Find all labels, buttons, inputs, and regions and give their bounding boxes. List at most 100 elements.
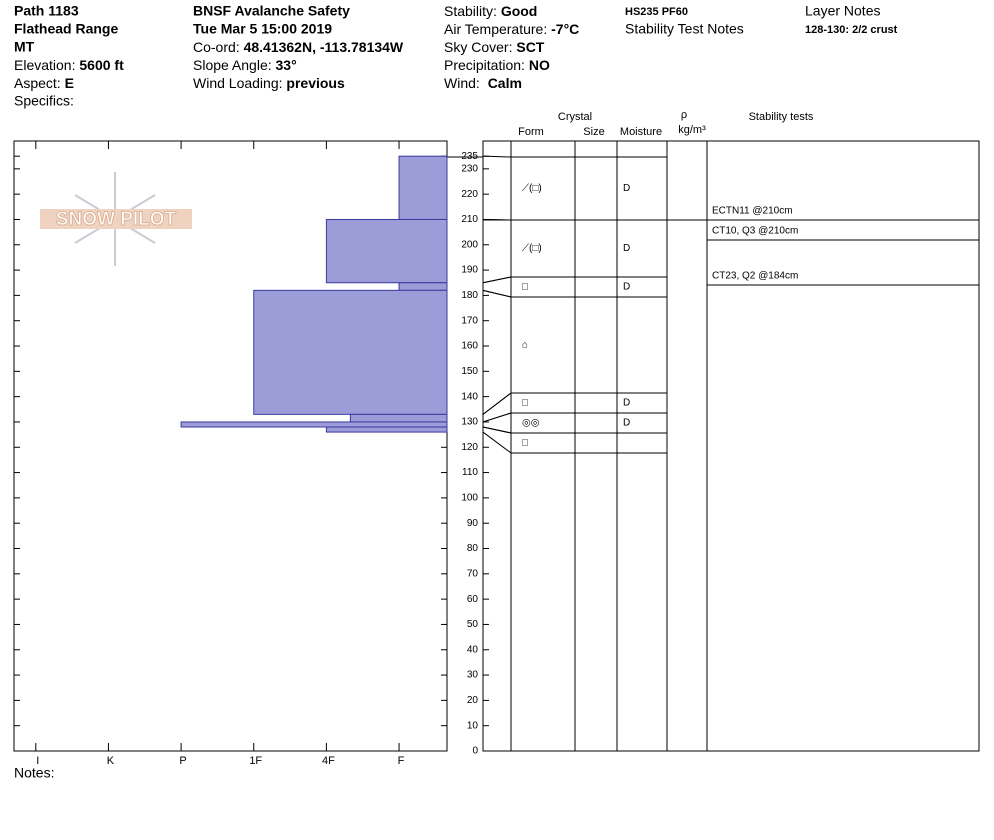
hardness-bar bbox=[398, 155, 448, 220]
value: SCT bbox=[516, 39, 544, 55]
moisture-header: Moisture bbox=[620, 126, 662, 138]
y-tick-label: 70 bbox=[467, 568, 479, 579]
stability: Stability: Good bbox=[444, 3, 537, 19]
value: 33° bbox=[276, 57, 297, 73]
grain-form: □ bbox=[522, 398, 528, 409]
y-tick-label: 170 bbox=[461, 315, 478, 326]
stability-notes-label: Stability Test Notes bbox=[625, 21, 744, 37]
wind: Wind: Calm bbox=[444, 75, 522, 91]
form-header: Form bbox=[518, 126, 544, 138]
moisture: D bbox=[623, 282, 630, 293]
label: Stability: bbox=[444, 3, 497, 19]
state: MT bbox=[14, 39, 35, 55]
grain-form: ⟋(□) bbox=[522, 243, 542, 254]
precip: Precipitation: NO bbox=[444, 57, 550, 73]
y-tick-label: 220 bbox=[461, 189, 478, 200]
elevation: Elevation: 5600 ft bbox=[14, 57, 124, 73]
grain-form: ⟋(□) bbox=[522, 183, 542, 194]
hardness-frame bbox=[13, 140, 448, 752]
logo bbox=[40, 172, 192, 266]
y-tick-label: 120 bbox=[461, 442, 478, 453]
slope: Slope Angle: 33° bbox=[193, 57, 297, 73]
y-tick-label: 130 bbox=[461, 417, 478, 428]
label: Air Temperature: bbox=[444, 21, 547, 37]
sky: Sky Cover: SCT bbox=[444, 39, 545, 55]
grain-form: ⌂ bbox=[522, 340, 528, 351]
y-tick-label: 0 bbox=[472, 746, 478, 757]
value: 48.41362N, -113.78134W bbox=[244, 39, 404, 55]
grain-form: □ bbox=[522, 282, 528, 293]
x-tick-label: F bbox=[398, 755, 405, 767]
y-tick-label: 160 bbox=[461, 341, 478, 352]
connector bbox=[482, 276, 667, 284]
value: -7°C bbox=[551, 21, 579, 37]
value: previous bbox=[286, 75, 345, 91]
label: Elevation: bbox=[14, 57, 75, 73]
label: Precipitation: bbox=[444, 57, 525, 73]
y-tick-label: 180 bbox=[461, 290, 478, 301]
stability-test: CT10, Q3 @210cm bbox=[712, 226, 798, 237]
y-tick-label: 90 bbox=[467, 518, 479, 529]
x-tick-label: K bbox=[107, 755, 115, 767]
connector bbox=[482, 412, 667, 423]
y-tick-label: 20 bbox=[467, 695, 479, 706]
y-tick-label: 80 bbox=[467, 543, 479, 554]
moisture: D bbox=[623, 418, 630, 429]
connector bbox=[482, 289, 667, 298]
grain-form: □ bbox=[522, 438, 528, 449]
y-tick-label: 40 bbox=[467, 644, 479, 655]
y-tick-label: 110 bbox=[462, 467, 478, 478]
value: E bbox=[65, 75, 74, 91]
label: Wind Loading: bbox=[193, 75, 283, 91]
logo-text: SNOW PILOT bbox=[56, 209, 177, 230]
hs-pf: HS235 PF60 bbox=[625, 6, 688, 18]
x-tick-label: P bbox=[179, 755, 186, 767]
y-tick-label: 140 bbox=[461, 391, 478, 402]
density-header: kg/m³ bbox=[678, 124, 706, 136]
hardness-bar bbox=[325, 218, 448, 284]
y-tick-label: 210 bbox=[461, 214, 478, 225]
layer-notes-label: Layer Notes bbox=[805, 3, 880, 19]
value: Good bbox=[501, 3, 538, 19]
y-tick-label: 150 bbox=[461, 366, 478, 377]
connector bbox=[482, 426, 667, 434]
y-tick-label: 60 bbox=[467, 594, 479, 605]
moisture: D bbox=[623, 243, 630, 254]
label: Aspect: bbox=[14, 75, 61, 91]
hardness-bar bbox=[180, 421, 448, 428]
hardness-bar bbox=[253, 289, 448, 415]
label: Co-ord: bbox=[193, 39, 240, 55]
value: 5600 ft bbox=[79, 57, 124, 73]
grain-form: ◎◎ bbox=[522, 418, 540, 429]
y-tick-label: 50 bbox=[467, 619, 479, 630]
value: NO bbox=[529, 57, 550, 73]
crystal-header: Crystal bbox=[558, 111, 592, 123]
y-tick-label: 30 bbox=[467, 670, 479, 681]
range: Flathead Range bbox=[14, 21, 118, 37]
path: Path 1183 bbox=[14, 3, 79, 19]
label: Slope Angle: bbox=[193, 57, 272, 73]
coord: Co-ord: 48.41362N, -113.78134W bbox=[193, 39, 404, 55]
y-tick-label: 190 bbox=[461, 265, 478, 276]
connector bbox=[482, 392, 667, 415]
stability-test: CT23, Q2 @184cm bbox=[712, 271, 798, 282]
moisture: D bbox=[623, 398, 630, 409]
table-frame bbox=[482, 140, 980, 752]
layer-notes: 128-130: 2/2 crust bbox=[805, 24, 898, 36]
y-tick-label: 100 bbox=[461, 493, 478, 504]
aspect: Aspect: E bbox=[14, 75, 74, 91]
size-header: Size bbox=[583, 126, 604, 138]
notes-label: Notes: bbox=[14, 765, 54, 781]
moisture: D bbox=[623, 183, 630, 194]
specifics: Specifics: bbox=[14, 93, 74, 109]
hardness-bar bbox=[349, 413, 448, 423]
stability-tests-header: Stability tests bbox=[749, 111, 814, 123]
organization: BNSF Avalanche Safety bbox=[193, 3, 350, 19]
y-tick-label: 235 bbox=[461, 151, 478, 162]
connector bbox=[482, 155, 667, 158]
label: Sky Cover: bbox=[444, 39, 512, 55]
value: Calm bbox=[488, 75, 522, 91]
connector bbox=[482, 431, 667, 454]
x-tick-label: I bbox=[36, 755, 39, 767]
